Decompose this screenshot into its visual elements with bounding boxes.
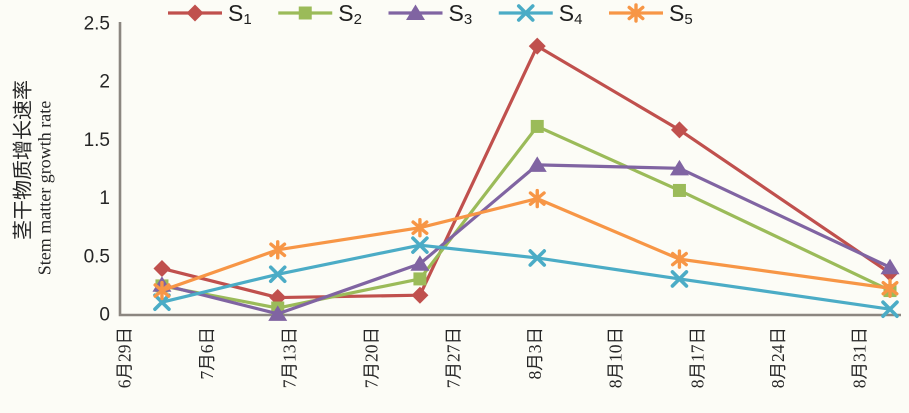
marker-x <box>528 249 547 267</box>
marker-square <box>298 6 312 20</box>
series-line-s2 <box>160 124 892 310</box>
marker-asterisk <box>411 218 429 238</box>
series-line-s4 <box>160 243 892 311</box>
marker-asterisk <box>153 280 171 301</box>
marker-x <box>516 4 535 22</box>
marker-triangle <box>268 305 288 321</box>
y-tick-label: 2.5 <box>84 14 110 35</box>
marker-triangle <box>880 258 900 275</box>
y-tick-label: 2 <box>99 72 110 93</box>
marker-square <box>672 183 686 197</box>
marker-diamond <box>670 121 688 139</box>
marker-x <box>881 300 899 318</box>
marker-square <box>530 119 544 133</box>
marker-diamond <box>528 37 546 55</box>
marker-square <box>413 272 427 286</box>
legend-label-s3: S3 <box>449 0 473 28</box>
legend-label-s1: S1 <box>228 0 252 28</box>
y-tick-label: 0 <box>99 305 110 326</box>
marker-asterisk <box>627 3 645 23</box>
marker-diamond <box>186 4 204 22</box>
y-tick-label: 1.5 <box>84 130 110 151</box>
marker-x <box>670 270 689 288</box>
legend-label-s4: S4 <box>559 0 583 28</box>
axis-lines <box>118 22 901 317</box>
marker-x <box>153 293 171 311</box>
x-tick-label: 8月31日 <box>850 327 870 388</box>
marker-triangle <box>669 159 689 176</box>
marker-asterisk <box>670 249 688 269</box>
marker-triangle <box>410 255 430 271</box>
x-tick-label: 8月17日 <box>687 327 707 388</box>
x-tick-label: 7月20日 <box>362 327 382 388</box>
marker-triangle <box>527 156 547 172</box>
marker-asterisk <box>528 188 546 209</box>
x-tick-label: 7月13日 <box>279 327 299 388</box>
marker-x <box>411 236 429 254</box>
marker-asterisk <box>269 240 287 260</box>
x-tick-label: 8月10日 <box>606 327 626 388</box>
marker-diamond <box>153 259 171 277</box>
marker-x <box>268 265 287 284</box>
x-tick-label: 7月6日 <box>197 327 217 380</box>
x-tick-label: 8月24日 <box>768 327 788 388</box>
x-tick-label: 8月3日 <box>525 327 545 380</box>
y-tick-label: 1 <box>99 188 110 209</box>
series-line-s1 <box>160 44 892 300</box>
y-axis-title-en: Stem matter growth rate <box>34 100 55 276</box>
series-line-s5 <box>160 197 892 293</box>
marker-diamond <box>411 286 429 304</box>
marker-asterisk <box>881 278 899 298</box>
legend-label-s2: S2 <box>338 0 362 28</box>
y-tick-label: 0.5 <box>84 246 110 267</box>
marker-triangle <box>406 4 425 20</box>
x-tick-label: 7月27日 <box>443 327 463 388</box>
x-tick-label: 6月29日 <box>115 327 135 388</box>
y-axis-title-cn: 茎干物质增长速率 <box>12 80 35 240</box>
legend-label-s5: S5 <box>669 0 693 28</box>
